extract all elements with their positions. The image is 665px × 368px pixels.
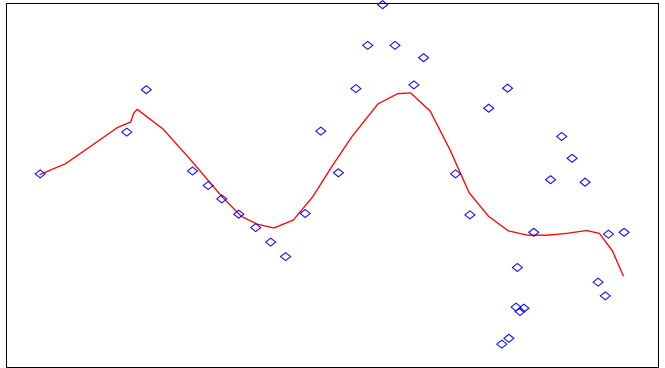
data-point — [140, 85, 153, 95]
data-point — [120, 127, 133, 137]
data-point — [299, 208, 312, 219]
data-point — [215, 194, 228, 204]
data-point — [264, 237, 277, 247]
data-point — [249, 222, 262, 233]
data-point — [279, 251, 292, 262]
data-point — [511, 262, 524, 273]
data-point — [555, 131, 568, 142]
data-point — [544, 175, 557, 185]
data-point — [501, 83, 514, 93]
data-point — [503, 333, 515, 343]
points-layer — [34, 0, 630, 349]
curve-layer — [39, 92, 625, 277]
fitted-curve — [39, 92, 625, 277]
data-point — [376, 0, 389, 10]
data-point — [389, 40, 401, 51]
data-point — [599, 291, 612, 301]
plot-frame — [6, 3, 659, 368]
data-point — [464, 210, 476, 220]
data-point — [332, 168, 345, 178]
data-point — [34, 169, 47, 179]
data-point — [408, 80, 420, 90]
data-point — [618, 227, 630, 237]
data-point — [232, 209, 245, 219]
data-point — [186, 166, 199, 176]
data-point — [482, 103, 495, 113]
data-point — [514, 306, 526, 317]
data-point — [361, 40, 374, 51]
data-point — [449, 169, 462, 179]
data-point — [417, 53, 430, 63]
data-point — [602, 229, 615, 239]
data-point — [566, 153, 578, 163]
data-point — [579, 177, 591, 187]
data-point — [350, 83, 362, 94]
data-point — [592, 277, 604, 287]
data-point — [314, 126, 327, 136]
data-point — [527, 227, 540, 237]
data-point — [495, 339, 508, 349]
data-point — [202, 180, 215, 191]
data-point — [518, 303, 530, 313]
